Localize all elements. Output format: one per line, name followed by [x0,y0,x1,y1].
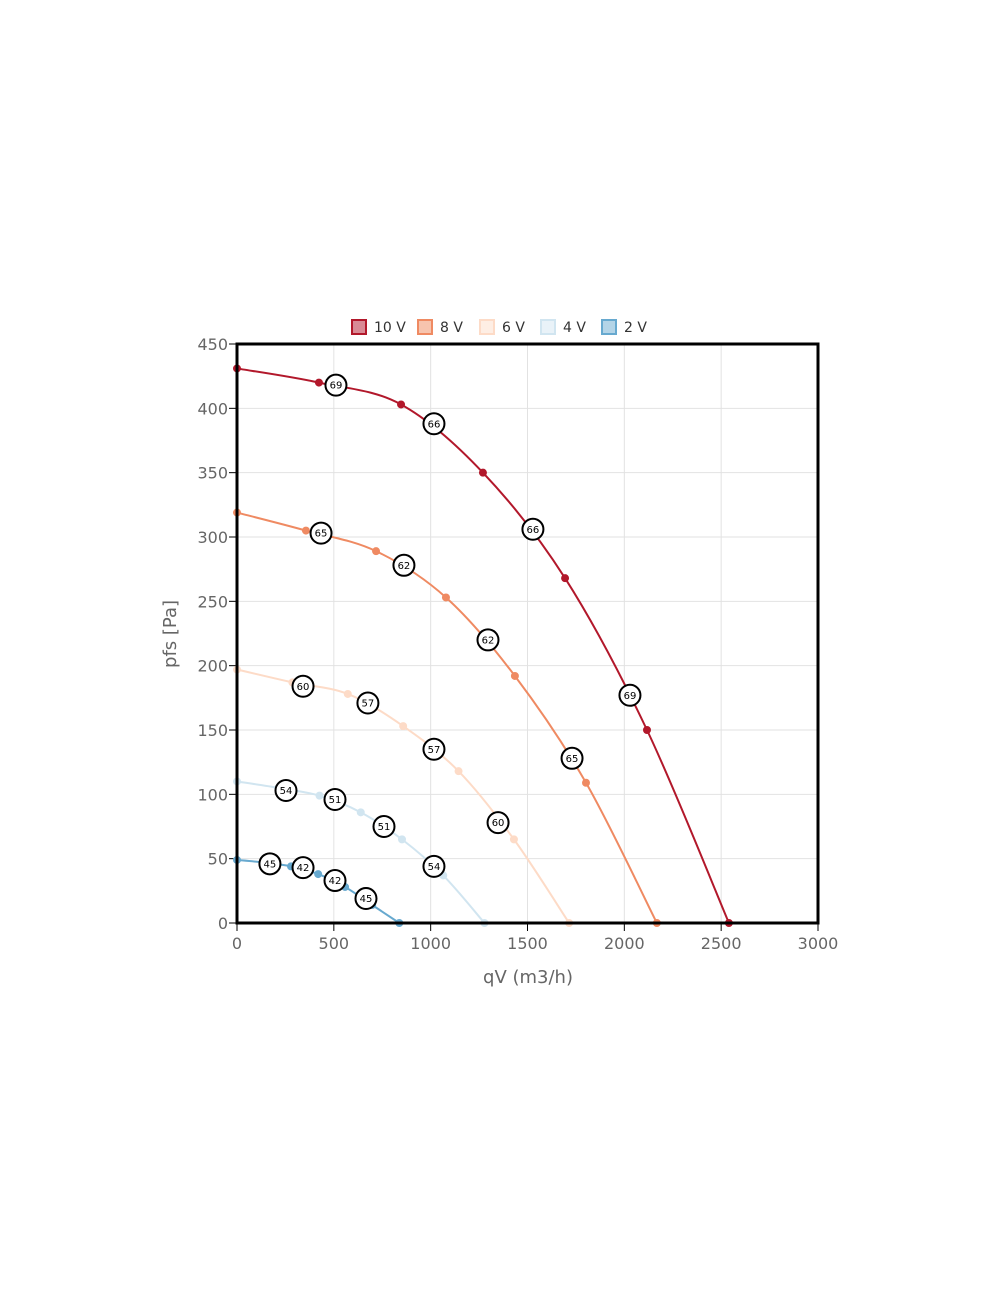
y-axis-title: pfs [Pa] [160,600,181,668]
annotation-circle [372,815,396,838]
data-point [356,808,365,817]
axis-ticks: 0 500 1000 1500 2000 2500 3000 0 50 100 150 200 250 3… [197,335,838,953]
annotation-label: 42 [297,863,310,874]
annotation-label: 62 [482,635,495,646]
data-point [315,791,324,800]
legend-swatch-10v [351,319,367,335]
data-point [561,574,570,583]
data-point [509,835,518,844]
series-group: 69 66 66 69 65 62 62 65 60 57 57 60 54 51 51 54 45 42 42 45 [233,364,733,927]
annotation-circle [476,628,500,652]
annotation-label: 60 [297,682,310,693]
data-point [398,835,407,844]
annotation-label: 60 [492,818,505,829]
annotation-circle [356,691,380,715]
legend-label: 2 V [624,320,647,336]
x-tick-label: 2500 [701,934,742,953]
legend-swatch-8v [417,319,433,335]
data-point [314,870,323,879]
annotations-8v: 65 62 62 65 [309,521,584,770]
annotation-circle [618,683,642,707]
x-tick-label: 3000 [798,934,839,953]
annotation-label: 54 [280,786,293,797]
annotation-label: 45 [264,859,277,870]
y-tick-label: 350 [197,464,228,483]
legend-swatch-6v [479,319,495,335]
annotation-label: 69 [330,381,343,392]
data-point [343,689,352,698]
data-point [441,593,450,602]
y-tick-label: 150 [197,721,228,740]
annotation-label: 66 [527,525,540,536]
annotation-circle [392,553,416,577]
y-tick-label: 0 [218,914,228,933]
annotation-circle [486,811,510,835]
data-point [478,468,487,477]
annotation-label: 57 [428,745,441,756]
annotation-circle [354,887,378,911]
annotation-circle [422,737,446,761]
legend-label: 10 V [374,320,406,336]
x-tick-label: 1000 [410,934,451,953]
x-tick-label: 2000 [604,934,645,953]
annotation-label: 65 [315,529,328,540]
plot-border [235,342,820,925]
annotation-circle [560,746,584,770]
data-point [454,767,463,776]
data-point [399,722,408,731]
annotation-circle [323,869,347,893]
annotation-label: 66 [428,419,441,430]
x-tick-label: 1500 [507,934,548,953]
plot-frame [235,342,820,925]
data-point [372,547,381,556]
annotation-circle [324,373,348,397]
annotation-label: 45 [360,894,373,905]
annotation-label: 62 [398,561,411,572]
data-point [581,778,590,787]
y-tick-label: 450 [197,335,228,354]
y-tick-label: 250 [197,592,228,611]
data-point [510,671,519,680]
data-point [642,726,651,734]
y-tick-label: 100 [197,785,228,804]
annotation-circle [422,854,446,878]
annotations-4v: 54 51 51 54 [274,778,446,878]
annotation-circle [291,856,315,880]
y-tick-label: 200 [197,657,228,676]
annotations-6v: 60 57 57 60 [291,674,510,835]
data-point [314,378,323,387]
legend-label: 4 V [563,320,586,336]
annotation-label: 42 [329,876,342,887]
legend-swatch-4v [540,319,556,335]
annotation-label: 51 [329,795,342,806]
x-tick-label: 500 [319,934,350,953]
annotation-label: 69 [624,691,637,702]
annotation-circle [258,852,282,876]
legend: 10 V 8 V 6 V 4 V 2 V [351,319,647,336]
legend-swatch-2v [601,319,617,335]
annotation-label: 57 [362,698,375,709]
annotation-circle [309,521,333,545]
annotations-2v: 45 42 42 45 [258,852,378,911]
x-tick-label: 0 [232,934,242,953]
x-axis-title: qV (m3/h) [483,967,573,988]
annotation-label: 65 [566,754,579,765]
annotation-circle [291,674,315,698]
legend-label: 8 V [440,320,463,336]
legend-label: 6 V [502,320,525,336]
y-tick-label: 300 [197,528,228,547]
annotation-circle [274,778,298,802]
annotation-label: 51 [378,822,391,833]
annotations-10v: 69 66 66 69 [324,373,642,707]
y-tick-label: 50 [208,850,228,869]
annotation-circle [422,412,446,436]
y-tick-label: 400 [197,399,228,418]
grid [229,343,819,931]
annotation-circle [521,517,545,541]
annotation-label: 54 [428,862,441,873]
data-point [397,400,406,409]
data-point [301,526,310,535]
annotation-circle [323,787,347,811]
